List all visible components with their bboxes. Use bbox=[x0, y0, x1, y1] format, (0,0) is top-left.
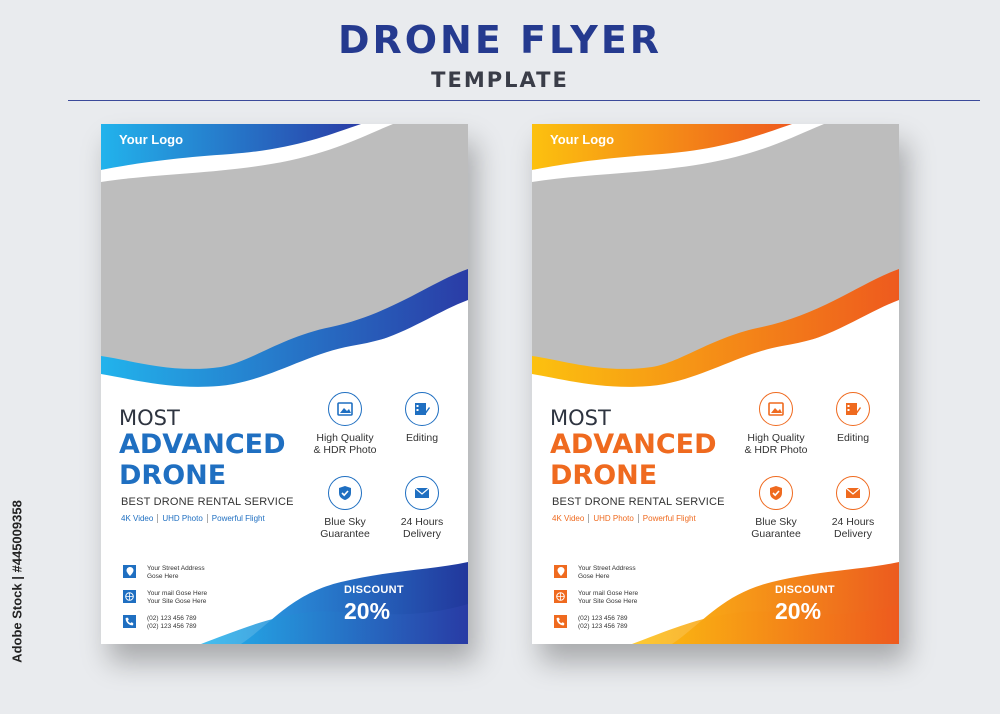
page-subtitle: TEMPLATE bbox=[431, 68, 569, 92]
contact-address: Your Street Address Gose Here bbox=[123, 565, 205, 581]
flyer-orange-background bbox=[532, 124, 899, 644]
contact-line: (02) 123 456 789 bbox=[578, 623, 628, 630]
shield-check-icon bbox=[759, 476, 793, 510]
service-hdr-photo: High Quality & HDR Photo bbox=[295, 392, 395, 456]
service-label: Blue Sky bbox=[324, 516, 366, 528]
image-icon bbox=[759, 392, 793, 426]
side-watermark: Adobe Stock | #445009358 bbox=[9, 500, 25, 663]
feature-item: 4K Video bbox=[121, 514, 159, 523]
service-editing: Editing bbox=[372, 392, 468, 444]
service-label: High Quality bbox=[316, 432, 374, 444]
service-label: 24 Hours bbox=[831, 516, 875, 528]
service-delivery: 24 Hours Delivery bbox=[372, 476, 468, 540]
contact-line: (02) 123 456 789 bbox=[147, 615, 197, 622]
service-label: 24 Hours bbox=[400, 516, 444, 528]
contact-line: Gose Here bbox=[578, 573, 610, 580]
mail-icon bbox=[836, 476, 870, 510]
contact-phone: (02) 123 456 789 (02) 123 456 789 bbox=[123, 615, 197, 631]
headline-advanced: ADVANCED bbox=[119, 429, 286, 460]
service-label: Delivery bbox=[834, 528, 872, 540]
discount-badge: DISCOUNT 20% bbox=[775, 584, 835, 625]
service-guarantee: Blue Sky Guarantee bbox=[295, 476, 395, 540]
service-label: High Quality bbox=[747, 432, 805, 444]
headline-drone: DRONE bbox=[119, 460, 227, 491]
service-label: & HDR Photo bbox=[313, 444, 377, 456]
feature-item: 4K Video bbox=[552, 514, 590, 523]
phone-icon bbox=[554, 615, 567, 628]
shield-check-icon bbox=[328, 476, 362, 510]
contact-web: Your mail Gose Here Your Site Gose Here bbox=[123, 590, 207, 606]
contact-line: (02) 123 456 789 bbox=[147, 623, 197, 630]
service-hdr-photo: High Quality & HDR Photo bbox=[726, 392, 826, 456]
location-icon bbox=[123, 565, 136, 578]
service-guarantee: Blue Sky Guarantee bbox=[726, 476, 826, 540]
discount-label: DISCOUNT bbox=[775, 584, 835, 596]
globe-icon bbox=[554, 590, 567, 603]
contact-line: Your Street Address bbox=[578, 565, 636, 572]
image-icon bbox=[328, 392, 362, 426]
contact-phone: (02) 123 456 789 (02) 123 456 789 bbox=[554, 615, 628, 631]
contact-line: Your mail Gose Here bbox=[578, 590, 639, 597]
tagline: BEST DRONE RENTAL SERVICE bbox=[552, 496, 725, 508]
discount-label: DISCOUNT bbox=[344, 584, 404, 596]
feature-item: Powerful Flight bbox=[642, 514, 696, 523]
discount-value: 20% bbox=[344, 598, 391, 624]
globe-icon bbox=[123, 590, 136, 603]
headline-most: MOST bbox=[119, 406, 180, 430]
film-edit-icon bbox=[405, 392, 439, 426]
feature-item: UHD Photo bbox=[158, 514, 208, 523]
service-label: & HDR Photo bbox=[744, 444, 808, 456]
contact-line: (02) 123 456 789 bbox=[578, 615, 628, 622]
film-edit-icon bbox=[836, 392, 870, 426]
contact-web: Your mail Gose Here Your Site Gose Here bbox=[554, 590, 638, 606]
tagline: BEST DRONE RENTAL SERVICE bbox=[121, 496, 294, 508]
contact-line: Gose Here bbox=[147, 573, 179, 580]
page-title: DRONE FLYER bbox=[337, 18, 663, 62]
flyer-orange: Your Logo MOST ADVANCED DRONE BEST DRONE… bbox=[532, 124, 899, 644]
feature-item: UHD Photo bbox=[589, 514, 639, 523]
service-label: Delivery bbox=[403, 528, 441, 540]
service-label: Editing bbox=[405, 432, 439, 444]
discount-value: 20% bbox=[775, 598, 822, 624]
logo-text: Your Logo bbox=[550, 132, 615, 147]
flyer-blue-background bbox=[101, 124, 468, 644]
service-editing: Editing bbox=[803, 392, 899, 444]
discount-badge: DISCOUNT 20% bbox=[344, 584, 404, 625]
contact-line: Your Site Gose Here bbox=[147, 598, 207, 605]
service-label: Guarantee bbox=[751, 528, 801, 540]
logo-text: Your Logo bbox=[119, 132, 184, 147]
contact-line: Your Site Gose Here bbox=[578, 598, 638, 605]
service-label: Blue Sky bbox=[755, 516, 797, 528]
flyer-blue: Your Logo MOST ADVANCED DRONE BEST DRONE… bbox=[101, 124, 468, 644]
headline-advanced: ADVANCED bbox=[550, 429, 717, 460]
service-label: Editing bbox=[836, 432, 870, 444]
service-label: Guarantee bbox=[320, 528, 370, 540]
feature-list: 4K Video UHD Photo Powerful Flight bbox=[552, 514, 700, 523]
header-divider bbox=[68, 100, 980, 101]
service-delivery: 24 Hours Delivery bbox=[803, 476, 899, 540]
phone-icon bbox=[123, 615, 136, 628]
mail-icon bbox=[405, 476, 439, 510]
feature-list: 4K Video UHD Photo Powerful Flight bbox=[121, 514, 269, 523]
headline-most: MOST bbox=[550, 406, 611, 430]
contact-line: Your Street Address bbox=[147, 565, 205, 572]
contact-address: Your Street Address Gose Here bbox=[554, 565, 636, 581]
location-icon bbox=[554, 565, 567, 578]
feature-item: Powerful Flight bbox=[211, 514, 265, 523]
headline-drone: DRONE bbox=[550, 460, 658, 491]
contact-line: Your mail Gose Here bbox=[147, 590, 208, 597]
